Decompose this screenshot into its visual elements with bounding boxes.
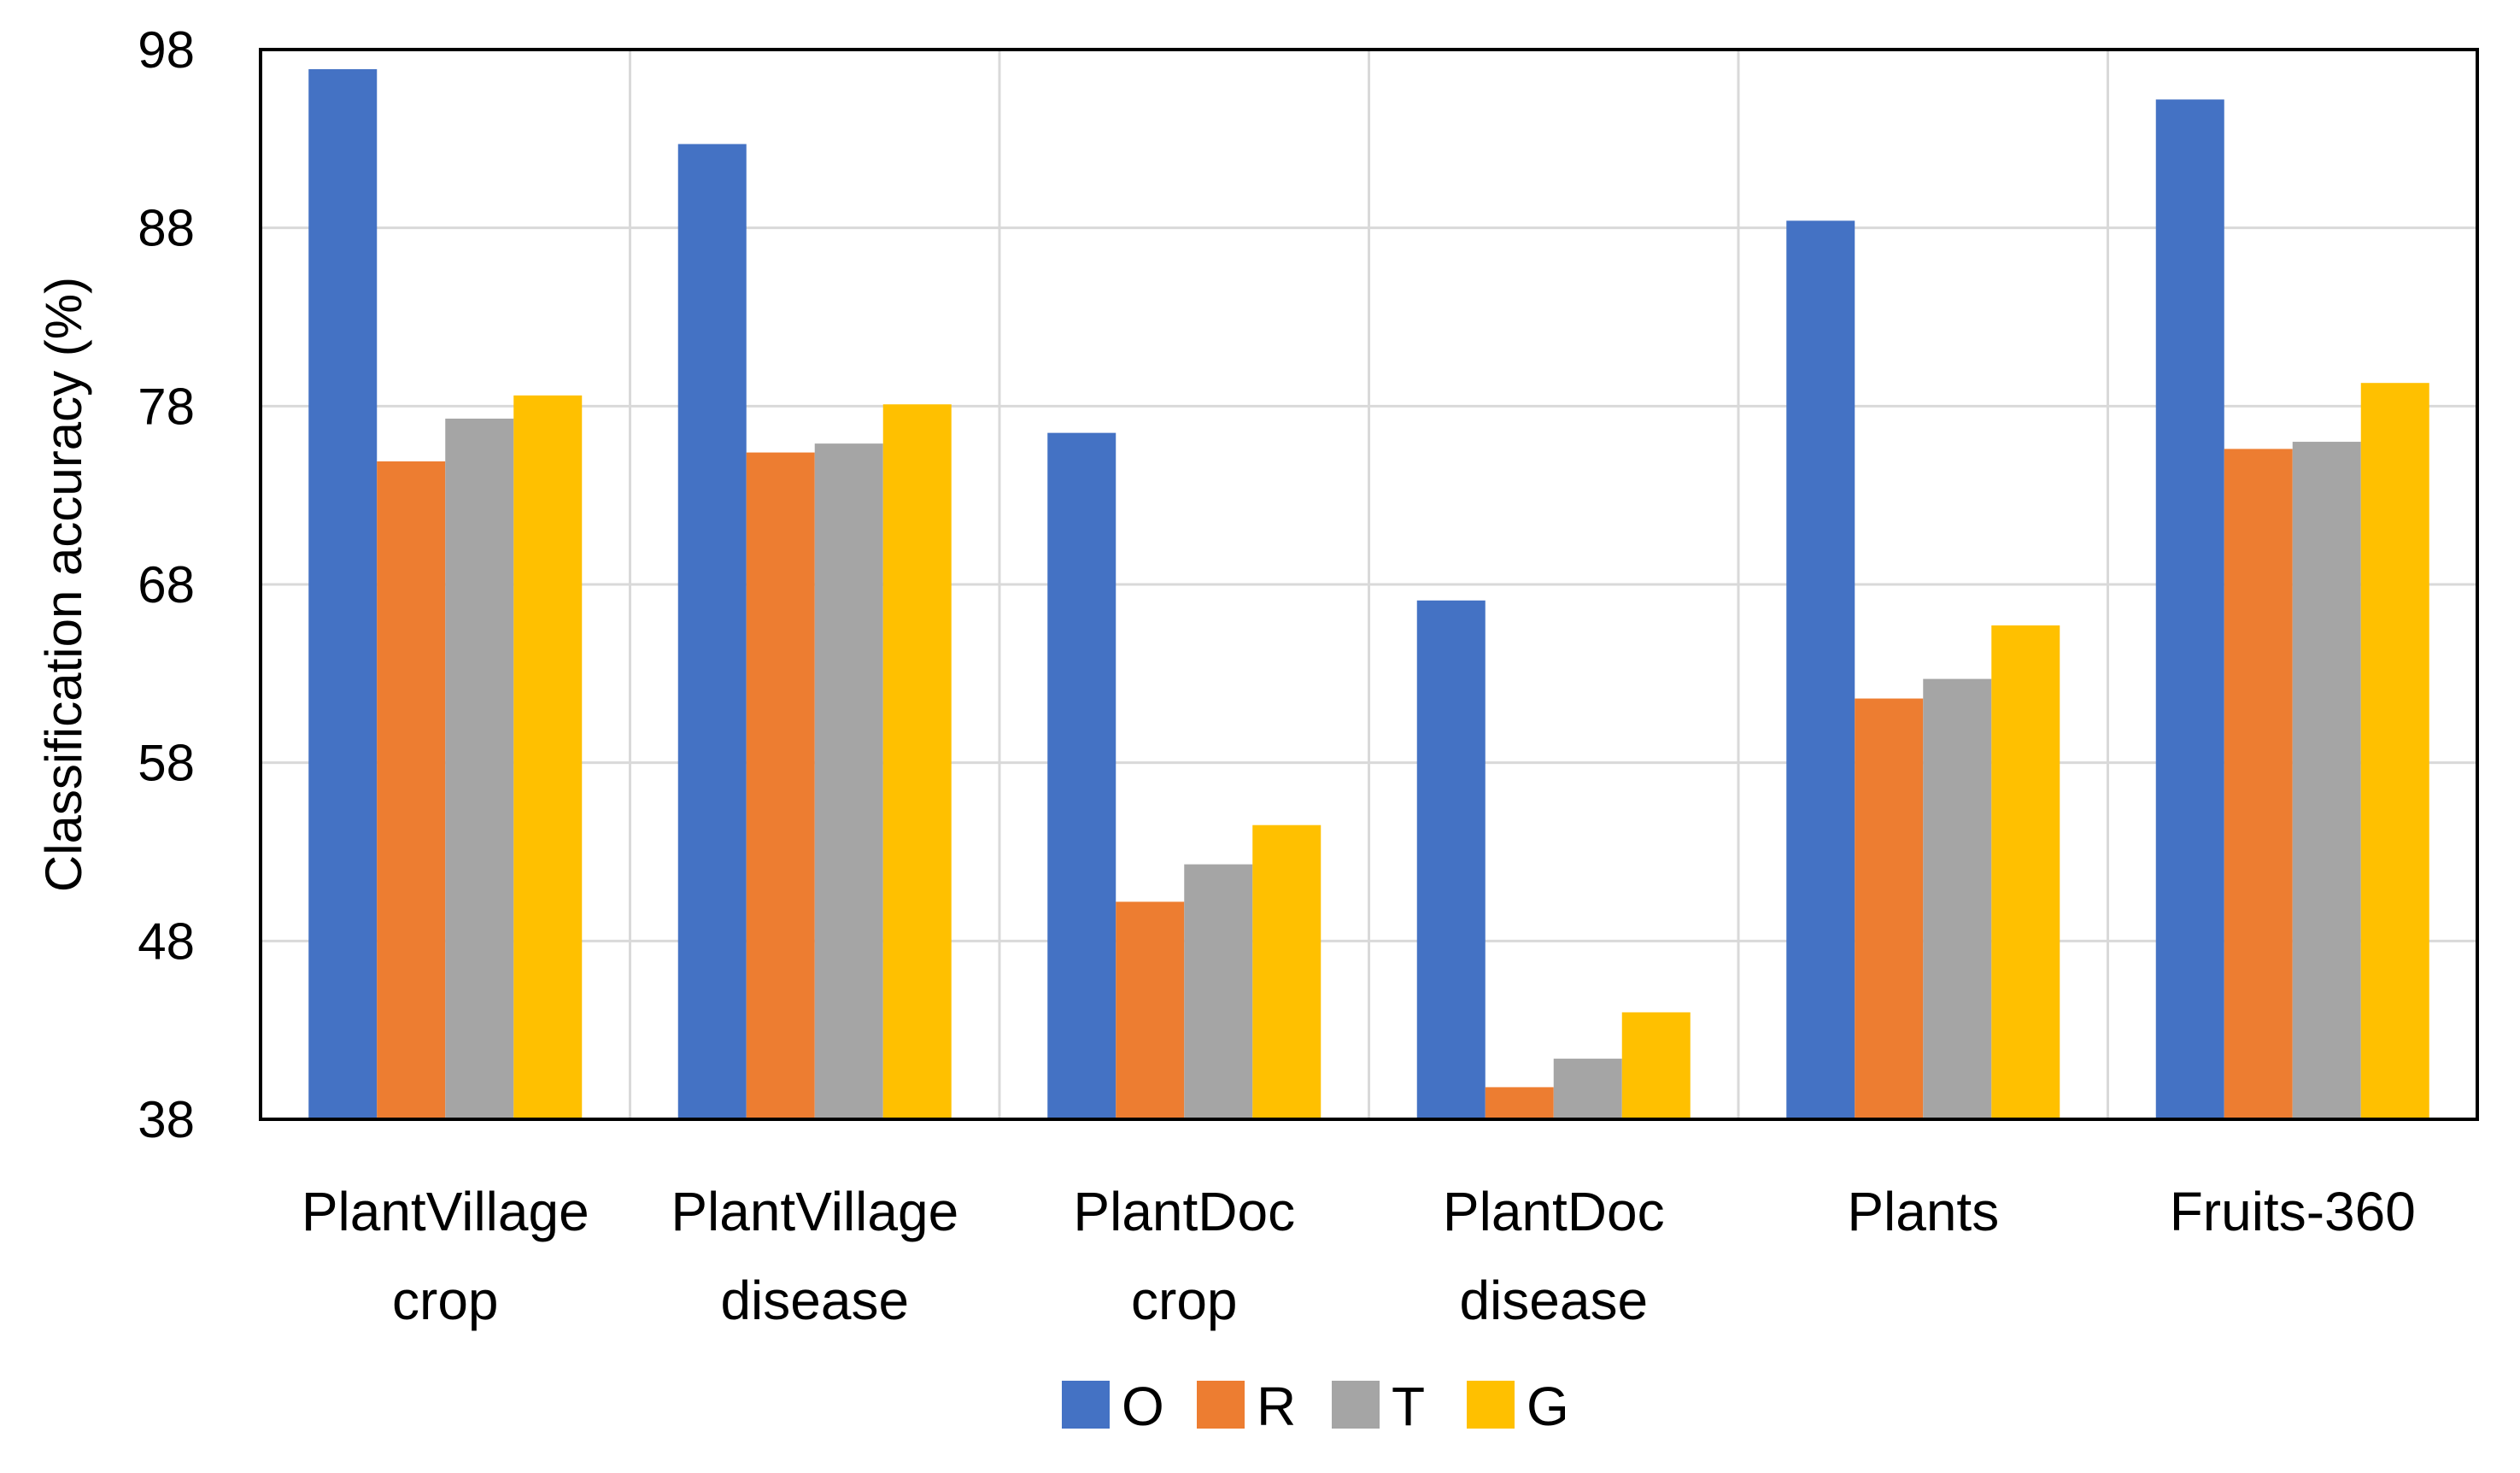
bar-G-4: [1991, 625, 2060, 1119]
legend-label-R: R: [1257, 1376, 1296, 1437]
x-category-label: crop: [392, 1270, 499, 1331]
bar-G-5: [2360, 383, 2429, 1119]
legend-swatch-G: [1467, 1381, 1515, 1429]
bar-R-2: [1116, 901, 1185, 1119]
bar-G-2: [1252, 825, 1322, 1119]
x-category-label: PlantVillage: [671, 1181, 958, 1242]
grid-lines: [261, 50, 2477, 1119]
bar-O-3: [1416, 600, 1486, 1119]
bar-T-3: [1553, 1059, 1622, 1119]
bar-G-3: [1621, 1012, 1691, 1119]
legend-swatch-R: [1197, 1381, 1245, 1429]
bar-G-0: [513, 395, 583, 1119]
x-category-label: PlantDoc: [1073, 1181, 1295, 1242]
x-category-label: Plants: [1847, 1181, 1999, 1242]
bar-R-1: [746, 452, 815, 1119]
bar-R-3: [1485, 1087, 1554, 1119]
bars: [308, 68, 2429, 1120]
y-tick-label: 68: [138, 556, 195, 613]
y-axis-title: Classification accuracy (%): [35, 277, 92, 892]
bar-G-1: [882, 404, 952, 1119]
bar-T-2: [1184, 864, 1253, 1119]
x-category-label: crop: [1131, 1270, 1238, 1331]
x-category-label: disease: [720, 1270, 909, 1331]
bar-O-0: [308, 68, 378, 1119]
y-tick-label: 78: [138, 378, 195, 435]
y-tick-label: 98: [138, 21, 195, 79]
y-axis-ticks: 38 48 58 68 78 88 98: [138, 21, 195, 1148]
x-category-label: disease: [1459, 1270, 1648, 1331]
plot-frame: [259, 48, 2479, 1121]
y-tick-label: 38: [138, 1091, 195, 1148]
x-category-label: PlantVillage: [302, 1181, 589, 1242]
x-category-label: PlantDoc: [1443, 1181, 1665, 1242]
bar-O-2: [1047, 432, 1116, 1120]
legend-label-G: G: [1527, 1376, 1569, 1437]
bar-O-1: [677, 144, 747, 1119]
bar-T-5: [2292, 442, 2361, 1119]
bar-T-4: [1923, 678, 1992, 1119]
bar-T-0: [445, 418, 514, 1119]
x-axis-labels: PlantVillage crop PlantVillage disease Plant…: [302, 1181, 2416, 1331]
legend-label-O: O: [1122, 1376, 1164, 1437]
bar-T-1: [814, 443, 883, 1119]
y-tick-label: 88: [138, 200, 195, 257]
x-category-label: Fruits-360: [2170, 1181, 2416, 1242]
legend-swatch-T: [1332, 1381, 1380, 1429]
legend-label-T: T: [1392, 1376, 1425, 1437]
bar-O-5: [2155, 99, 2224, 1120]
bar-R-0: [377, 461, 446, 1119]
bar-O-4: [1786, 220, 1855, 1119]
y-tick-label: 48: [138, 913, 195, 970]
legend-swatch-O: [1062, 1381, 1110, 1429]
y-tick-label: 58: [138, 735, 195, 792]
bar-R-5: [2224, 449, 2293, 1119]
bar-R-4: [1855, 698, 1924, 1119]
